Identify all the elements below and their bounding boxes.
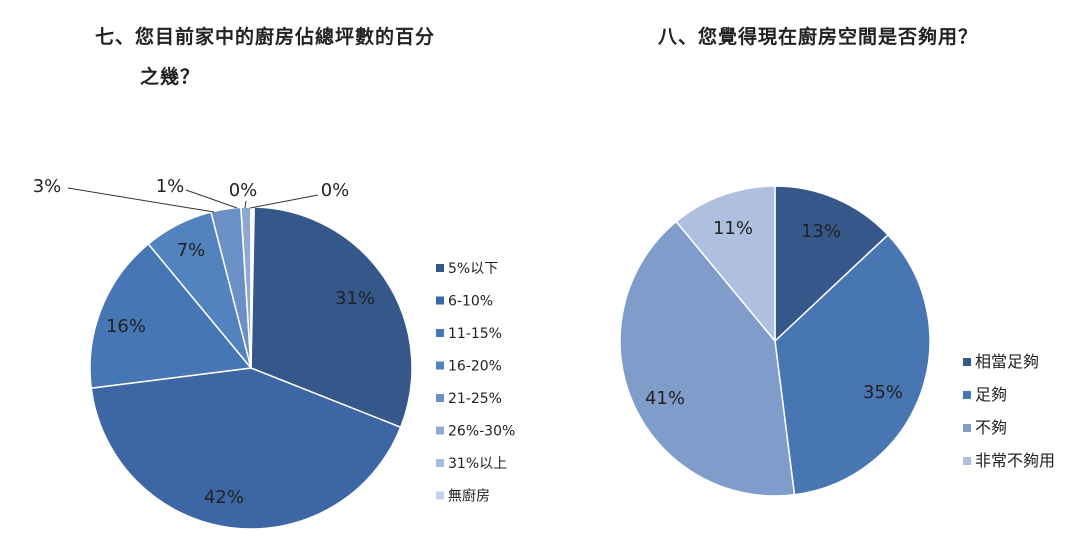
legend-label-3: 11-15% bbox=[448, 326, 502, 342]
data-label-4: 11% bbox=[713, 218, 753, 239]
legend-swatch-4 bbox=[436, 361, 444, 370]
data-label-2: 35% bbox=[863, 382, 903, 403]
legend-label-1: 5%以下 bbox=[448, 261, 498, 277]
data-label-3: 16% bbox=[106, 316, 146, 337]
legend-label-6: 26%-30% bbox=[448, 424, 515, 440]
data-label-1: 13% bbox=[801, 221, 841, 242]
leader-line-7 bbox=[244, 200, 247, 209]
data-label-6: 1% bbox=[156, 176, 185, 197]
chart2-title: 八、您覺得現在廚房空間是否夠用？ bbox=[658, 26, 979, 48]
legend-swatch-2 bbox=[963, 391, 971, 399]
legend-swatch-4 bbox=[963, 457, 971, 465]
data-label-4: 7% bbox=[177, 240, 206, 261]
legend-label-2: 6-10% bbox=[448, 294, 493, 310]
legend-label-4: 非常不夠用 bbox=[975, 451, 1055, 470]
pie-slice-2 bbox=[774, 233, 931, 496]
legend-label-5: 21-25% bbox=[448, 391, 502, 407]
pie-slice-3 bbox=[89, 242, 253, 390]
legend-label-8: 無廚房 bbox=[448, 488, 490, 505]
pie-chart-1: 31% 42% 16% 7% 3% 1% 0% 0% 5%以下 6-10% 11-15% 16-20%… bbox=[33, 176, 515, 530]
legend-swatch-3 bbox=[963, 424, 971, 432]
legend-swatch-7 bbox=[436, 459, 444, 467]
legend-swatch-1 bbox=[963, 358, 971, 366]
pie-slice-4 bbox=[675, 185, 776, 344]
data-label-5: 3% bbox=[33, 176, 62, 197]
legend-label-2: 足夠 bbox=[975, 385, 1007, 404]
chart1-title-line1: 七、您目前家中的廚房佔總坪數的百分 bbox=[95, 26, 436, 48]
legend-label-7: 31%以上 bbox=[448, 456, 507, 472]
pie-slice-3 bbox=[619, 220, 796, 497]
data-label-7: 0% bbox=[229, 180, 258, 201]
data-label-3: 41% bbox=[645, 388, 685, 409]
leader-line-6 bbox=[185, 189, 238, 209]
legend-swatch-3 bbox=[436, 329, 444, 337]
legend-swatch-1 bbox=[436, 264, 444, 272]
legend-swatch-6 bbox=[436, 426, 444, 435]
leader-line-5 bbox=[67, 187, 215, 213]
pie-slice-1 bbox=[250, 206, 413, 429]
data-label-8: 0% bbox=[321, 180, 350, 201]
leader-line-8 bbox=[249, 194, 319, 209]
chart1-title-line2: 之幾？ bbox=[140, 66, 201, 88]
legend-swatch-8 bbox=[436, 491, 444, 500]
legend-1: 5%以下 6-10% 11-15% 16-20% 21-25% 26%-30% 31%以上無… bbox=[436, 261, 515, 505]
pie-slice-1 bbox=[774, 185, 890, 343]
legend-swatch-5 bbox=[436, 394, 444, 402]
pie-slice-2 bbox=[90, 367, 402, 530]
legend-label-3: 不夠 bbox=[975, 418, 1007, 437]
data-label-1: 31% bbox=[335, 288, 375, 309]
legend-label-4: 16-20% bbox=[448, 359, 502, 375]
legend-swatch-2 bbox=[436, 296, 444, 305]
legend-label-1: 相當足夠 bbox=[975, 352, 1039, 371]
data-label-2: 42% bbox=[204, 487, 244, 508]
